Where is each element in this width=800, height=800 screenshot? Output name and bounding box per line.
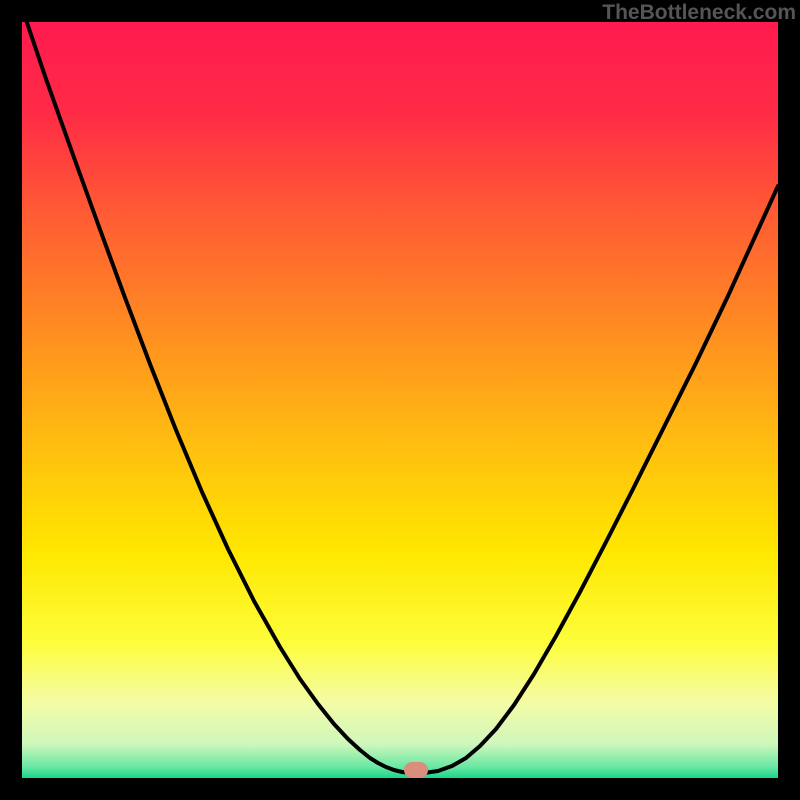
gradient-plot-area: [22, 22, 778, 778]
gradient-background: [22, 22, 778, 778]
watermark-text: TheBottleneck.com: [602, 1, 796, 25]
chart-container: TheBottleneck.com: [0, 0, 800, 800]
optimum-marker: [404, 762, 428, 778]
